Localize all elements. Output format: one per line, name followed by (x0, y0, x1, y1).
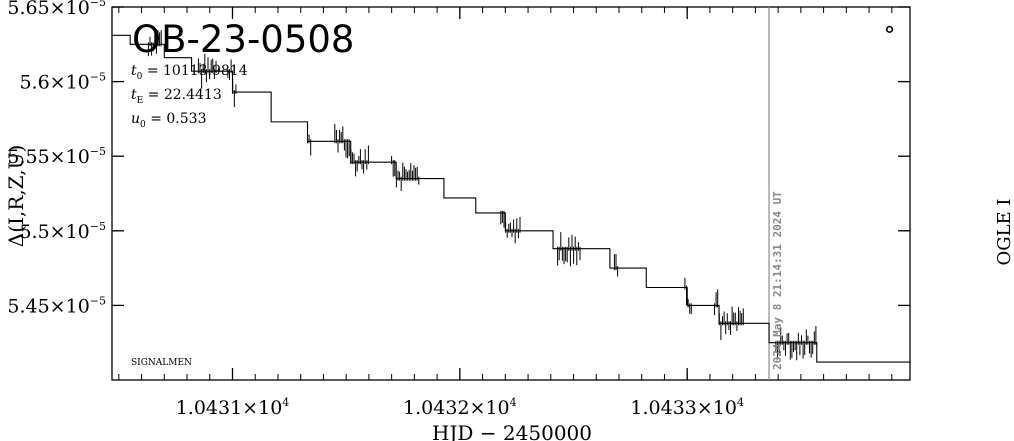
parameter-label: tE = 22.4413 (131, 87, 222, 106)
data-point (885, 25, 894, 33)
tick-label: 5.5×10−5 (19, 220, 106, 243)
y-axis-title: Δ(I,R,Z,U) (4, 145, 28, 247)
survey-label: OGLE I (994, 198, 1014, 265)
data-jitter (714, 289, 744, 341)
tick-label: 1.0432×104 (403, 396, 517, 419)
tick-label: 5.65×10−5 (7, 0, 106, 19)
tick-label: 1.0431×104 (176, 396, 290, 419)
x-axis-title: HJD − 2450000 (432, 421, 592, 441)
data-jitter (684, 277, 692, 315)
parameter-label: t0 = 10113.9814 (131, 63, 248, 82)
tick-label: 5.45×10−5 (7, 294, 106, 317)
x-axis: 1.0431×104 1.0432×104 1.0433×104 (118, 7, 893, 419)
chart-title: OB-23-0508 (132, 18, 354, 61)
y-axis: 5.65×10−5 5.6×10−5 5.55×10−5 5.5×10−5 5.45×1… (7, 0, 910, 381)
data-jitter (334, 123, 369, 177)
event-parameters: t0 = 10113.9814 tE = 22.4413 u0 = 0.533 (131, 63, 248, 130)
tick-label: 1.0433×104 (630, 396, 744, 419)
parameter-label: u0 = 0.533 (131, 111, 206, 130)
series-line (112, 34, 910, 363)
signalmen-label: SIGNALMEN (131, 358, 192, 368)
tick-label: 5.55×10−5 (7, 145, 106, 168)
data-jitter (500, 210, 521, 244)
timestamp-label: 2024 May 8 21:14:31 2024 UT (771, 191, 784, 370)
data-jitter (227, 59, 237, 108)
data-jitter (307, 129, 312, 156)
plot-frame (111, 6, 911, 381)
data-jitter (775, 326, 817, 361)
tick-label: 5.6×10−5 (19, 71, 106, 94)
data-jitter (147, 30, 162, 57)
data-jitter (613, 253, 619, 277)
data-jitter (197, 53, 217, 89)
data-series (112, 30, 910, 363)
data-jitter (557, 232, 581, 267)
data-jitter (391, 155, 420, 192)
